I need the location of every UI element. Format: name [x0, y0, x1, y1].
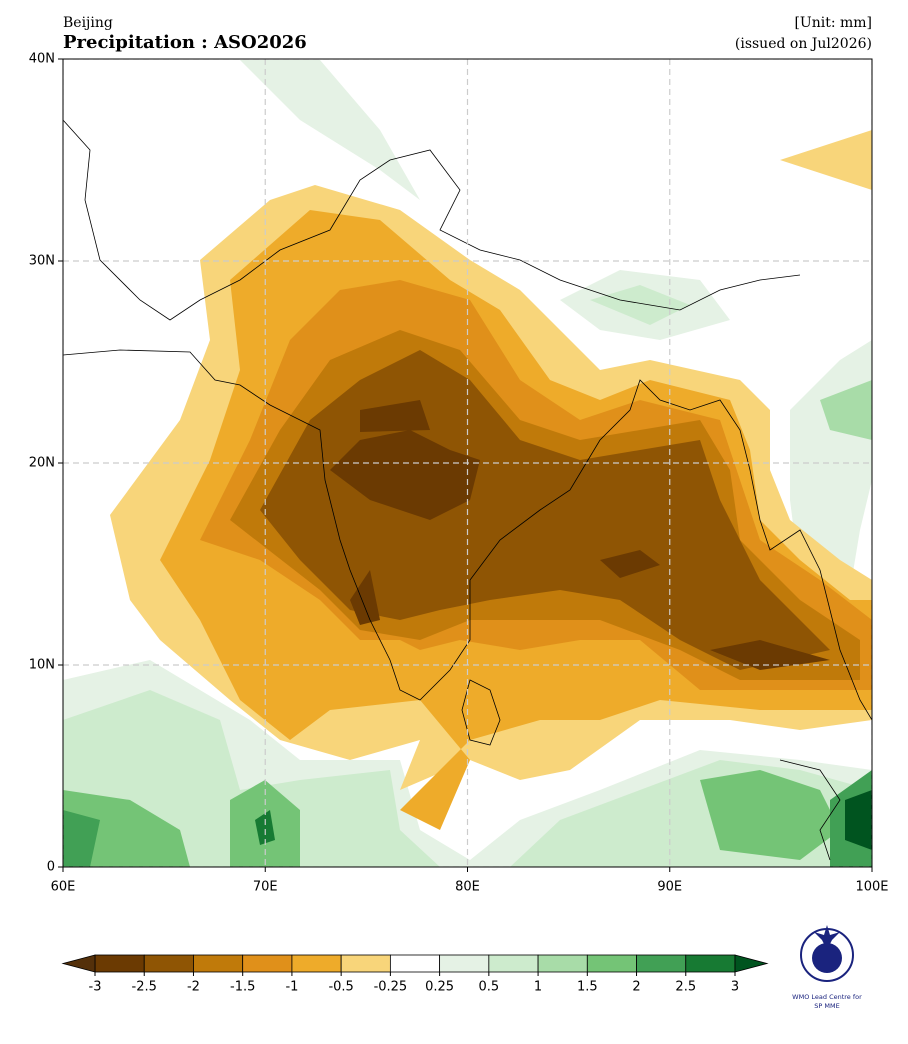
colorbar-box	[389, 954, 441, 973]
colorbar-box	[291, 954, 342, 973]
x-tick-label: 100E	[855, 880, 888, 895]
colorbar-label: -0.5	[328, 980, 353, 995]
colorbar-label: 1.5	[577, 980, 598, 995]
colorbar-label: 3	[731, 980, 739, 995]
colorbar-box	[685, 954, 736, 973]
colorbar-box	[242, 954, 293, 973]
colorbar-label: 1	[534, 980, 542, 995]
ticks: 60E 70E 80E 90E 100E 0 10N 20N 30N 40N	[29, 52, 889, 895]
colorbar-label: -1	[285, 980, 298, 995]
logo: WMO Lead Centre for SP MME	[792, 925, 862, 1010]
grid	[63, 59, 872, 867]
colorbar-extend	[61, 954, 96, 973]
x-tick-label: 60E	[51, 880, 76, 895]
colorbar-box	[537, 954, 588, 973]
unit: [Unit: mm]	[794, 15, 872, 31]
colorbar-label: -0.25	[374, 980, 408, 995]
colorbar-label: -2	[187, 980, 200, 995]
title: Precipitation : ASO2026	[63, 32, 307, 53]
colorbar-label: -1.5	[230, 980, 255, 995]
colorbar-label: 0.25	[425, 980, 454, 995]
colorbar-label: 2	[632, 980, 640, 995]
y-tick-label: 10N	[29, 658, 55, 673]
colorbar-box	[94, 954, 145, 973]
colorbar-box	[636, 954, 687, 973]
logo-text: SP MME	[814, 1002, 839, 1010]
map-fill	[63, 60, 872, 867]
colorbar-label: 0.5	[479, 980, 500, 995]
colorbar-label: -3	[89, 980, 102, 995]
colorbar-box	[193, 954, 244, 973]
y-tick-label: 30N	[29, 254, 55, 269]
colorbar-box	[340, 954, 391, 973]
colorbar: -3 -2.5 -2 -1.5 -1 -0.5 -0.25 0.25 0.5 1 1.5 2 2.5 3	[61, 954, 769, 995]
colorbar-label: 2.5	[675, 980, 696, 995]
x-tick-label: 70E	[253, 880, 278, 895]
colorbar-box	[488, 954, 539, 973]
colorbar-box	[586, 954, 637, 973]
x-tick-label: 80E	[455, 880, 480, 895]
colorbar-box	[143, 954, 194, 973]
x-tick-label: 90E	[657, 880, 682, 895]
issued: (issued on Jul2026)	[735, 36, 872, 52]
colorbar-extend	[734, 954, 769, 973]
colorbar-label: -2.5	[132, 980, 157, 995]
region: Beijing	[63, 15, 113, 31]
y-tick-label: 40N	[29, 52, 55, 67]
y-tick-label: 0	[47, 860, 55, 875]
y-tick-label: 20N	[29, 456, 55, 471]
coastlines	[63, 119, 872, 861]
logo-text: WMO Lead Centre for	[792, 993, 862, 1001]
colorbar-box	[439, 954, 490, 973]
